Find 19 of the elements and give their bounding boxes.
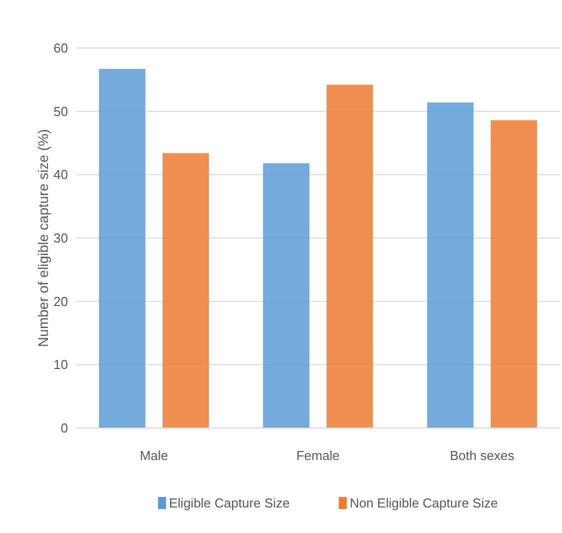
bar <box>98 68 146 428</box>
bar <box>427 102 474 428</box>
legend-label: Non Eligible Capture Size <box>350 496 498 511</box>
y-tick-label: 10 <box>54 357 68 372</box>
y-tick-label: 50 <box>54 104 68 119</box>
y-tick-label: 0 <box>60 420 68 436</box>
bar <box>263 163 310 428</box>
y-tick-label: 20 <box>54 294 68 309</box>
x-tick-label: Both sexes <box>450 448 515 463</box>
y-tick-label: 40 <box>54 167 68 182</box>
x-tick-label: Male <box>140 448 168 463</box>
bar <box>162 153 209 428</box>
y-tick-label: 60 <box>54 40 68 56</box>
x-tick-label: Female <box>296 448 340 463</box>
y-tick-label: 30 <box>54 230 68 246</box>
bar <box>490 120 538 428</box>
legend-label: Eligible Capture Size <box>169 496 290 511</box>
y-axis-title: Number of eligible capture size (%) <box>35 129 51 347</box>
bar <box>326 84 373 428</box>
